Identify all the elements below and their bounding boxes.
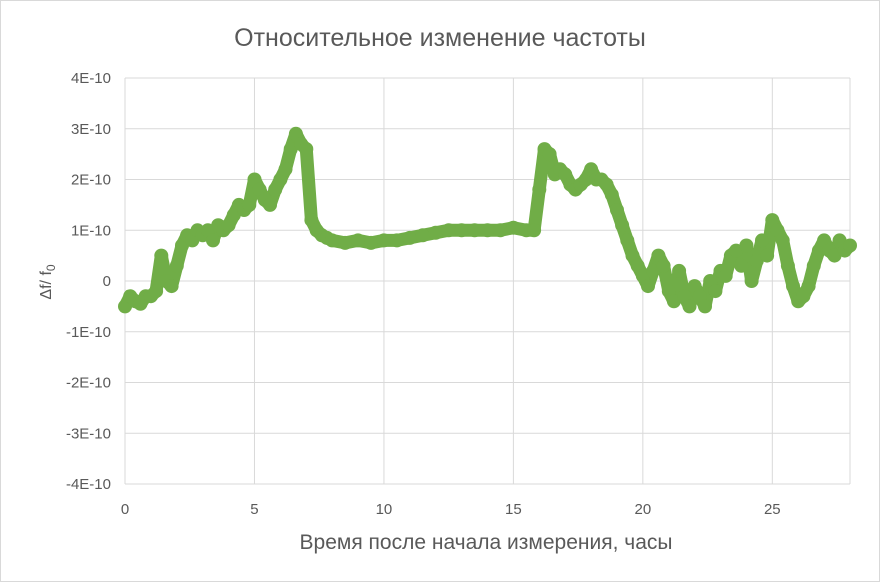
y-tick-label: 0 xyxy=(103,273,111,290)
y-axis-title-subscript: 0 xyxy=(44,264,58,271)
y-tick-label: -4E-10 xyxy=(66,476,111,493)
data-point xyxy=(708,284,723,299)
data-point xyxy=(760,248,775,263)
data-point xyxy=(402,230,417,245)
data-point xyxy=(641,279,655,294)
data-point xyxy=(755,233,769,248)
x-tick-label: 20 xyxy=(635,501,652,518)
x-tick-label: 0 xyxy=(121,501,129,518)
y-tick-labels: 4E-10 3E-10 2E-10 1E-10 0 -1E-10 -2E-10 -3E-10 -… xyxy=(66,70,111,493)
data-point xyxy=(604,187,619,202)
grid-lines xyxy=(124,77,851,485)
y-tick-label: -3E-10 xyxy=(66,425,111,442)
data-point xyxy=(610,203,624,217)
y-tick-label: 1E-10 xyxy=(71,222,111,239)
data-point xyxy=(656,258,671,273)
y-tick-label: -2E-10 xyxy=(66,375,111,392)
x-tick-label: 5 xyxy=(250,501,258,518)
data-point xyxy=(739,238,754,253)
data-point xyxy=(164,279,179,294)
data-point xyxy=(206,233,220,248)
data-point xyxy=(325,233,340,248)
data-point xyxy=(682,299,697,314)
data-point xyxy=(154,248,169,263)
data-point xyxy=(263,197,277,212)
x-tick-label: 25 xyxy=(764,501,781,518)
data-point xyxy=(775,233,790,248)
y-tick-label: 3E-10 xyxy=(71,121,111,138)
x-tick-label: 15 xyxy=(505,501,522,518)
data-point xyxy=(415,228,430,243)
data-point xyxy=(283,142,298,157)
data-point xyxy=(389,233,404,248)
data-point xyxy=(666,294,681,309)
data-point xyxy=(615,218,630,233)
data-point xyxy=(718,268,733,283)
x-tick-label: 10 xyxy=(376,501,393,518)
data-point xyxy=(467,223,482,238)
data-point xyxy=(806,258,821,273)
data-point xyxy=(801,279,816,294)
y-tick-label: -1E-10 xyxy=(66,324,111,341)
x-tick-labels: 0 5 10 15 20 25 xyxy=(121,501,781,518)
data-point xyxy=(364,235,378,250)
y-axis-title-main: Δf/ f xyxy=(38,271,55,300)
data-point xyxy=(351,233,365,248)
data-point xyxy=(527,223,542,238)
chart-title: Относительное изменение частоты xyxy=(234,24,646,52)
y-tick-label: 2E-10 xyxy=(71,172,111,189)
data-point xyxy=(780,258,795,273)
data-point xyxy=(744,274,759,288)
data-point xyxy=(542,147,557,162)
data-point xyxy=(843,238,857,253)
data-point xyxy=(646,263,661,278)
data-point xyxy=(376,233,391,248)
data-point xyxy=(734,258,749,273)
data-point xyxy=(149,284,164,299)
data-point xyxy=(242,197,257,212)
data-series-points xyxy=(118,126,857,314)
data-point xyxy=(278,162,293,177)
data-point xyxy=(299,142,314,157)
data-point xyxy=(338,235,353,250)
y-tick-label: 4E-10 xyxy=(71,70,111,87)
data-point xyxy=(454,223,469,238)
data-point xyxy=(506,220,521,235)
data-point xyxy=(786,279,800,294)
data-point xyxy=(428,225,443,240)
data-point xyxy=(620,233,635,248)
y-axis-title: Δf/ f0 xyxy=(38,264,58,299)
data-point xyxy=(493,223,508,238)
svg-text:Δf/ f0: Δf/ f0 xyxy=(38,264,58,299)
data-point xyxy=(532,182,547,197)
data-point xyxy=(672,263,687,278)
data-point xyxy=(698,299,712,314)
data-point xyxy=(169,258,184,273)
data-point xyxy=(441,223,456,238)
x-axis-title: Время после начала измерения, часы xyxy=(300,531,673,554)
data-point xyxy=(480,223,495,238)
